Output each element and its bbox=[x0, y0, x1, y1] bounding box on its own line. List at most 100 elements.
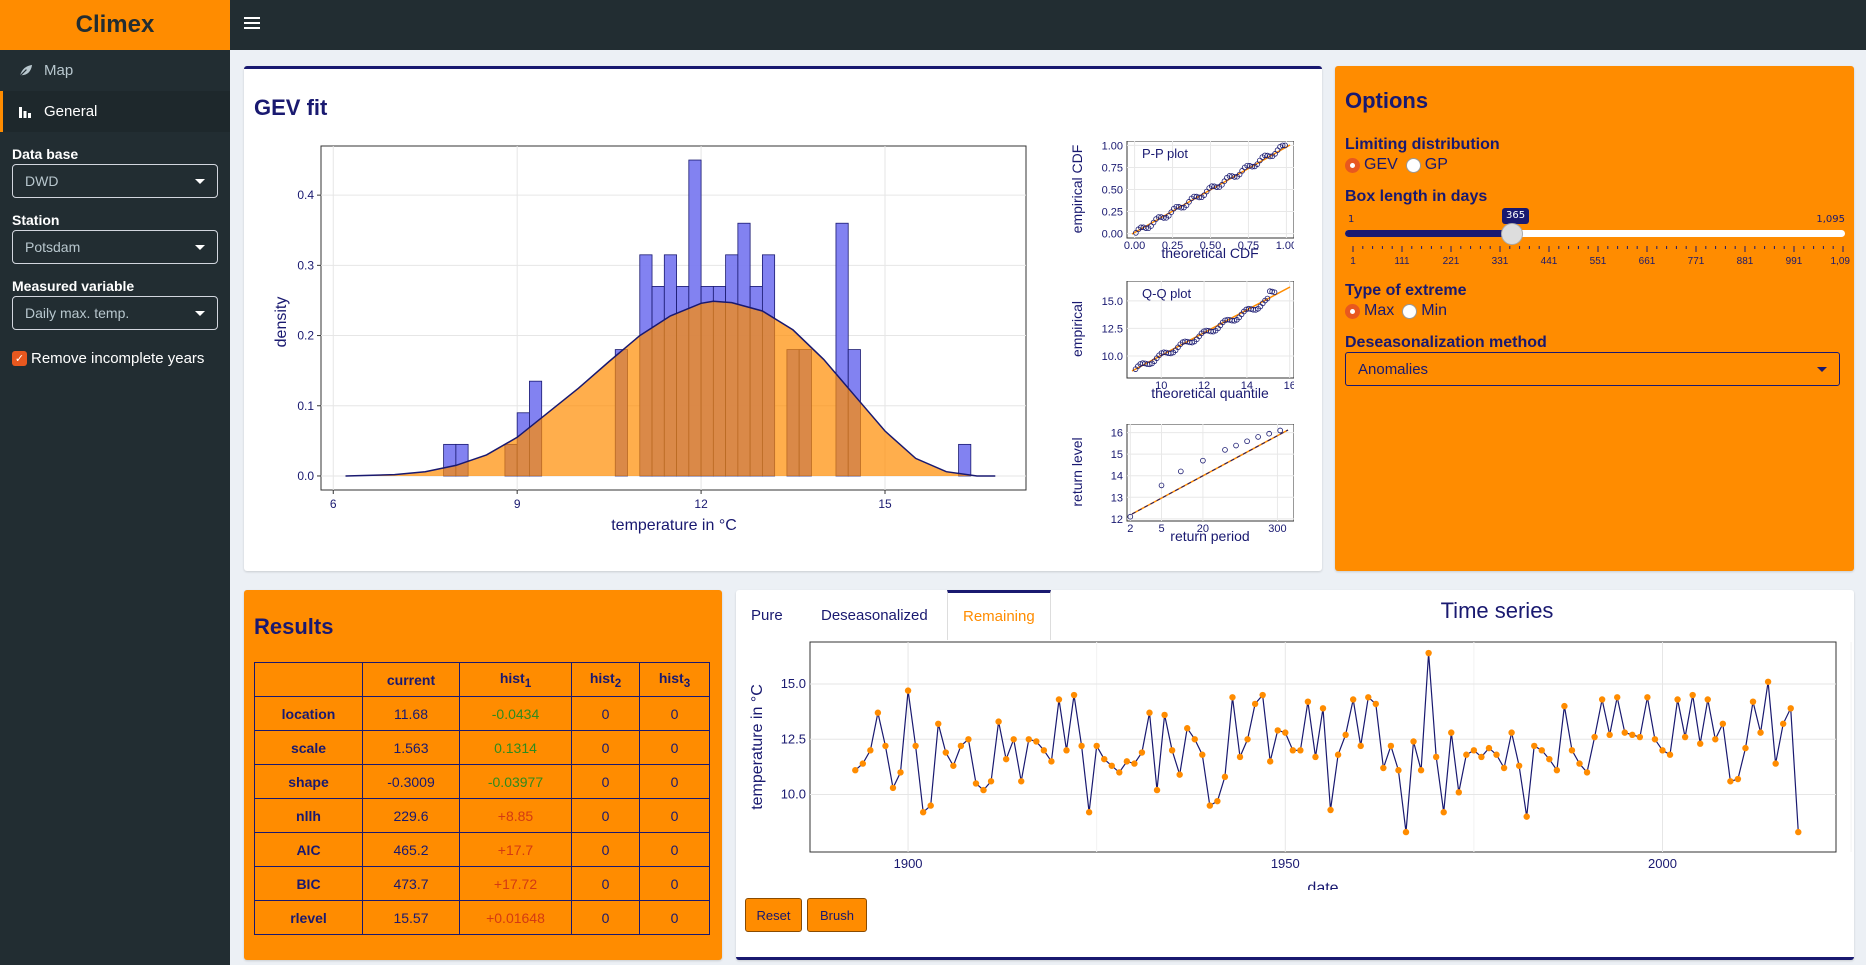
rl-confidence-line bbox=[1131, 429, 1289, 515]
ts-point bbox=[859, 760, 867, 767]
timeseries-chart[interactable]: 1900 1950 2000 10.0 12.5 15.0 date temperatur… bbox=[736, 640, 1854, 890]
reset-button[interactable]: Reset bbox=[745, 898, 802, 932]
ts-point bbox=[1251, 700, 1259, 708]
ts-point bbox=[1319, 705, 1327, 712]
ts-point bbox=[1040, 747, 1048, 754]
ts-point bbox=[1576, 760, 1583, 767]
density-curve bbox=[345, 300, 996, 477]
x-tick-label: 0.25 bbox=[1162, 240, 1183, 252]
ts-point bbox=[1523, 813, 1530, 820]
deseasonalization-label: Deseasonalization method bbox=[1345, 334, 1547, 351]
tab-deseasonalized[interactable]: Deseasonalized bbox=[821, 606, 928, 624]
tab-pure[interactable]: Pure bbox=[751, 606, 783, 624]
slider-handle[interactable] bbox=[1501, 223, 1523, 245]
table-row: BIC 473.7 +17.72 0 0 bbox=[254, 866, 710, 901]
pp-plot[interactable]: P-P plot 0.00 0.25 0.50 0.75 1.00 0.00 0.25 0.5… bbox=[1064, 141, 1294, 261]
ts-point bbox=[1651, 736, 1659, 743]
table-cell: 0 bbox=[639, 696, 710, 731]
qq-plot[interactable]: Q-Q plot 10 12 14 16 10.0 12.5 15.0 theoretica… bbox=[1064, 281, 1294, 401]
pp-point bbox=[1231, 174, 1238, 180]
table-cell: AIC bbox=[254, 832, 363, 867]
slider-tick-label: 1 bbox=[1350, 256, 1356, 267]
ts-point bbox=[1002, 755, 1010, 763]
table-cell: 11.68 bbox=[362, 696, 460, 731]
slider-tick-label: 881 bbox=[1737, 256, 1754, 267]
pp-x-axis-label: theoretical CDF bbox=[1161, 245, 1258, 261]
ts-point bbox=[1236, 753, 1244, 761]
ts-point bbox=[1199, 751, 1206, 758]
ts-point bbox=[1463, 751, 1470, 758]
remove-incomplete-checkbox[interactable]: ✓ bbox=[12, 351, 27, 366]
qq-y-axis-label: empirical bbox=[1069, 301, 1085, 357]
variable-select[interactable]: Daily max. temp. bbox=[12, 296, 218, 330]
table-cell: 0 bbox=[639, 764, 710, 799]
rl-point bbox=[1277, 427, 1283, 434]
radio-gev[interactable] bbox=[1345, 157, 1360, 173]
ts-point bbox=[1078, 742, 1085, 750]
ts-point bbox=[1168, 747, 1176, 754]
ts-point bbox=[1538, 747, 1545, 754]
slider-value-badge: 365 bbox=[1502, 208, 1530, 224]
gev-histogram[interactable]: 6 9 12 15 0.0 0.1 0.2 0.3 0.4 temperature in °C… bbox=[244, 69, 1304, 569]
box-length-slider[interactable]: 1 1,095 365 bbox=[1345, 206, 1845, 256]
hist-x-tick-label: 6 bbox=[330, 497, 337, 511]
column-header: hist3 bbox=[639, 662, 710, 697]
timeseries-box: Pure Deseasonalized Remaining Time serie… bbox=[736, 590, 1854, 960]
table-cell: scale bbox=[254, 730, 363, 765]
ts-point bbox=[1357, 742, 1364, 750]
ts-point bbox=[1772, 760, 1779, 767]
ts-point bbox=[1365, 694, 1372, 701]
radio-gp[interactable] bbox=[1405, 157, 1421, 173]
ts-point bbox=[1440, 809, 1447, 816]
tab-remaining[interactable]: Remaining bbox=[947, 590, 1051, 640]
x-tick-label: 0.75 bbox=[1238, 240, 1259, 252]
sidebar-item-general[interactable]: General bbox=[0, 91, 230, 132]
hamburger-menu-icon[interactable] bbox=[244, 14, 260, 34]
ts-point bbox=[1598, 696, 1606, 703]
radio-min[interactable] bbox=[1402, 303, 1418, 319]
ts-point bbox=[1546, 755, 1553, 763]
results-box: Results current hist1 hist2 hist3 locati… bbox=[244, 590, 722, 960]
deseasonalization-select[interactable]: Anomalies bbox=[1345, 352, 1840, 386]
ts-point bbox=[1191, 736, 1198, 743]
slider-tick-label: 441 bbox=[1541, 256, 1558, 267]
ts-point bbox=[1055, 696, 1063, 703]
ts-point bbox=[882, 742, 889, 750]
limiting-distribution-label: Limiting distribution bbox=[1345, 136, 1500, 153]
table-cell: 0 bbox=[571, 730, 640, 765]
brush-button[interactable]: Brush bbox=[807, 898, 867, 932]
qq-point bbox=[1269, 288, 1275, 295]
rl-y-axis-label: return level bbox=[1069, 437, 1085, 506]
ts-point bbox=[1063, 747, 1070, 754]
return-level-plot[interactable]: 2 5 20 300 12 13 14 15 16 return period return l… bbox=[1064, 424, 1294, 546]
ts-point bbox=[1448, 729, 1455, 736]
hist-x-tick-label: 12 bbox=[694, 497, 708, 511]
table-row: AIC 465.2 +17.7 0 0 bbox=[254, 832, 710, 867]
table-cell: +17.72 bbox=[459, 866, 572, 901]
slider-track[interactable] bbox=[1345, 230, 1845, 237]
ts-point bbox=[889, 784, 897, 792]
ts-point bbox=[1425, 649, 1432, 657]
ts-point bbox=[972, 780, 980, 787]
rl-point bbox=[1158, 482, 1165, 489]
ts-point bbox=[1795, 828, 1802, 836]
table-cell: 0 bbox=[639, 798, 710, 833]
database-select[interactable]: DWD bbox=[12, 164, 218, 198]
station-select[interactable]: Potsdam bbox=[12, 230, 218, 264]
ts-point bbox=[1214, 797, 1221, 805]
rl-point bbox=[1266, 430, 1272, 437]
ts-point bbox=[1531, 742, 1538, 750]
table-cell: +0.01648 bbox=[459, 900, 572, 935]
ts-point bbox=[1334, 751, 1342, 758]
caret-down-icon bbox=[195, 310, 205, 316]
ts-point bbox=[1689, 691, 1696, 699]
ts-point bbox=[1787, 705, 1794, 712]
deseasonalization-value: Anomalies bbox=[1358, 360, 1429, 378]
hist-y-tick-label: 0.4 bbox=[297, 188, 314, 202]
radio-max[interactable] bbox=[1345, 303, 1360, 319]
slider-max-label: 1,095 bbox=[1816, 214, 1845, 225]
sidebar-item-map[interactable]: Map bbox=[0, 50, 230, 91]
pp-plot-title: P-P plot bbox=[1142, 146, 1188, 161]
remove-incomplete-label: Remove incomplete years bbox=[31, 350, 205, 367]
app-logo[interactable]: Climex bbox=[0, 0, 230, 50]
